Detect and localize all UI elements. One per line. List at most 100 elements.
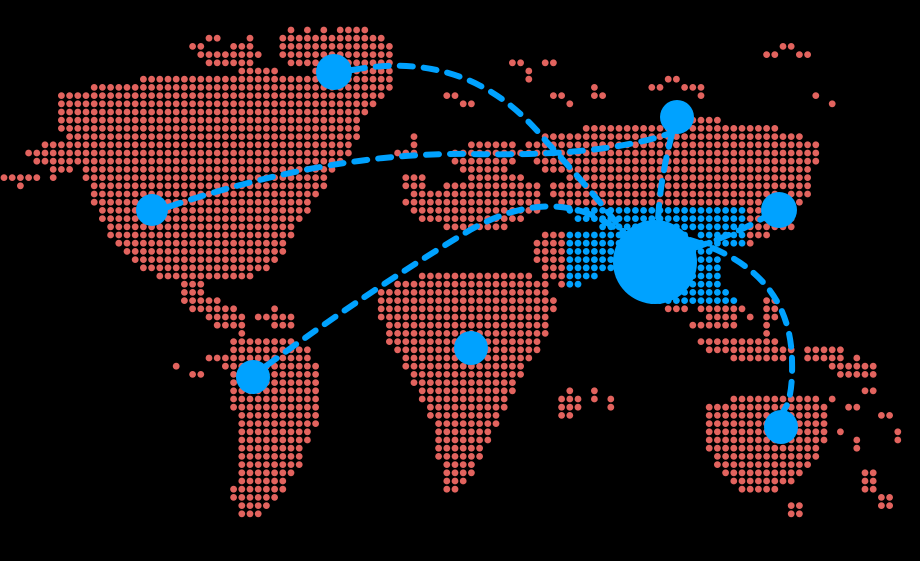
land-dot <box>271 149 278 157</box>
land-dot <box>254 141 262 149</box>
land-dot <box>246 420 254 427</box>
land-dot <box>459 428 467 436</box>
land-dot <box>263 444 270 452</box>
marker-australia[interactable]: Australia <box>764 410 798 444</box>
land-dot <box>476 297 483 304</box>
marker-hub[interactable]: Central Hub <box>613 220 697 304</box>
land-dot <box>427 280 434 288</box>
land-dot <box>459 461 467 468</box>
land-dot <box>107 174 114 182</box>
land-dot <box>755 403 762 411</box>
land-dot <box>451 215 459 223</box>
land-dot <box>525 338 533 345</box>
land-dot <box>746 346 754 354</box>
land-dot <box>443 444 451 452</box>
marker-east-asia[interactable]: East Asia <box>761 192 797 228</box>
highlight-dot <box>714 215 721 223</box>
land-dot <box>517 313 524 321</box>
land-dot <box>738 133 746 141</box>
land-dot <box>418 297 426 304</box>
land-dot <box>476 379 483 386</box>
land-dot <box>99 198 106 206</box>
land-dot <box>796 133 803 141</box>
land-dot <box>484 207 492 214</box>
land-dot <box>353 108 360 116</box>
land-dot <box>115 207 123 214</box>
land-dot <box>468 272 475 280</box>
land-dot <box>328 100 336 108</box>
land-dot <box>525 313 533 321</box>
land-dot <box>164 84 172 91</box>
land-dot <box>353 34 360 42</box>
land-dot <box>492 362 500 370</box>
land-dot <box>386 289 393 296</box>
land-dot <box>172 239 180 247</box>
land-dot <box>451 92 459 99</box>
land-dot <box>427 272 434 280</box>
land-dot <box>246 256 254 263</box>
land-dot <box>148 75 156 83</box>
land-dot <box>796 403 803 411</box>
land-dot <box>418 305 426 313</box>
highlight-dot <box>615 223 623 231</box>
land-dot <box>779 166 787 173</box>
land-dot <box>189 124 197 132</box>
marker-south-america[interactable]: South America <box>236 360 270 394</box>
marker-africa[interactable]: Africa <box>454 331 488 365</box>
land-dot <box>599 166 606 173</box>
land-dot <box>451 428 459 436</box>
land-dot <box>796 412 803 419</box>
land-dot <box>238 510 246 518</box>
land-dot <box>312 412 319 419</box>
arc-russia-hub <box>655 131 675 223</box>
highlight-dot <box>689 207 697 214</box>
land-dot <box>246 223 254 231</box>
land-dot <box>771 469 779 477</box>
land-dot <box>238 453 246 460</box>
land-dot <box>722 313 729 321</box>
land-dot <box>295 362 303 370</box>
marker-north-america[interactable]: North America <box>136 194 168 226</box>
land-dot <box>566 141 574 149</box>
marker-russia[interactable]: Russia <box>660 100 694 134</box>
land-dot <box>558 395 565 403</box>
highlight-dot <box>599 264 606 272</box>
land-dot <box>500 330 508 337</box>
land-dot <box>197 100 205 108</box>
land-dot <box>279 141 287 149</box>
land-dot <box>640 166 647 173</box>
land-dot <box>459 403 467 411</box>
land-dot <box>697 321 705 329</box>
land-dot <box>74 133 82 141</box>
land-dot <box>673 190 680 198</box>
land-dot <box>205 108 213 116</box>
land-dot <box>574 395 582 403</box>
land-dot <box>213 321 221 329</box>
land-dot <box>304 157 311 165</box>
marker-greenland[interactable]: Greenland <box>316 54 352 90</box>
land-dot <box>459 289 467 296</box>
land-dot <box>730 477 738 485</box>
land-dot <box>271 477 278 485</box>
land-dot <box>230 141 238 149</box>
land-dot <box>33 157 41 165</box>
land-dot <box>197 157 205 165</box>
land-dot <box>295 371 303 378</box>
land-dot <box>164 166 172 173</box>
land-dot <box>492 403 500 411</box>
land-dot <box>238 395 246 403</box>
land-dot <box>599 190 606 198</box>
land-dot <box>246 34 254 42</box>
land-dot <box>222 215 229 223</box>
land-dot <box>541 157 549 165</box>
land-dot <box>615 182 623 190</box>
land-dot <box>287 371 295 378</box>
land-dot <box>763 313 770 321</box>
land-dot <box>312 362 319 370</box>
land-dot <box>451 420 459 427</box>
land-dot <box>500 313 508 321</box>
highlight-dot <box>689 297 697 304</box>
land-dot <box>558 166 565 173</box>
land-dot <box>771 133 779 141</box>
land-dot <box>222 264 229 272</box>
